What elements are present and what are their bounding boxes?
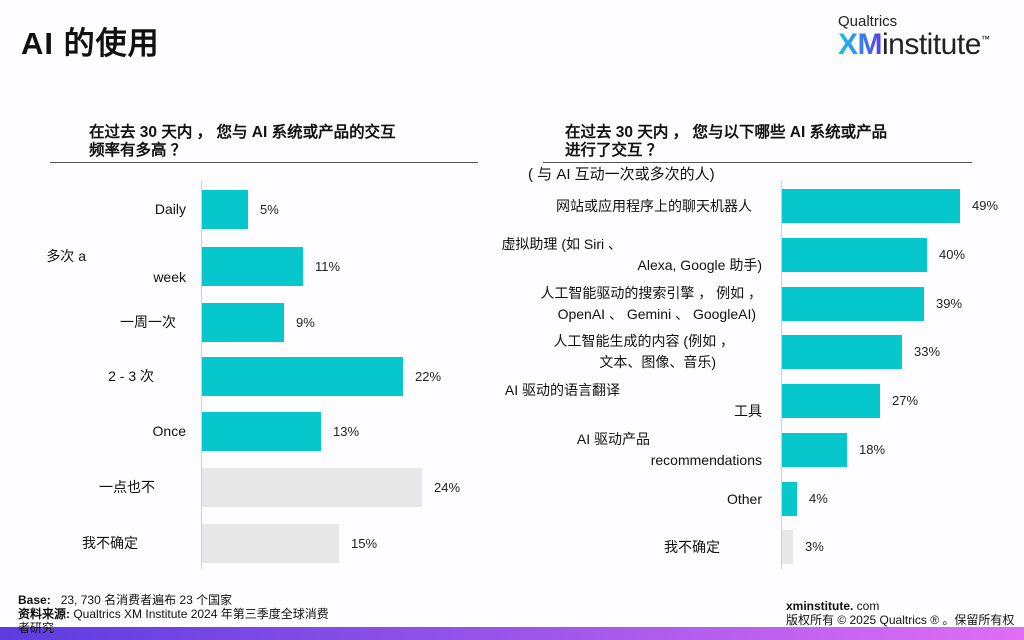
category-label-line: 一点也不 xyxy=(99,479,155,495)
category-label-line: 人工智能生成的内容 (例如 ， xyxy=(553,333,734,349)
category-label-line: AI 驱动产品 xyxy=(576,431,650,447)
bar-value-label: 9% xyxy=(296,314,315,330)
bar xyxy=(782,482,797,516)
category-label-line: 网站或应用程序上的聊天机器人 xyxy=(556,197,752,214)
category-label-line: 工具 xyxy=(734,403,762,419)
source-text: Qualtrics XM Institute 2024 年第三季度全球消费 xyxy=(73,607,329,621)
left-question-line1: 在过去 30 天内 ， 您与 AI 系统或产品的交互 xyxy=(89,124,396,141)
bar xyxy=(202,247,303,286)
footer-copyright-block: xminstitute. com 版权所有 © 2025 Qualtrics ®… xyxy=(786,599,1014,627)
category-label-line: 多次 a xyxy=(46,247,86,264)
footer-source-notes: Base: 23, 730 名消费者遍布 23 个国家 资料来源: Qualtr… xyxy=(18,593,329,635)
category-label-line: 虚拟助理 (如 Siri 、 xyxy=(501,236,622,252)
category-label-line: 我不确定 xyxy=(664,538,720,555)
xm-institute-logo: XMinstitute™ xyxy=(838,28,990,62)
bar-value-label: 22% xyxy=(415,368,442,384)
base-text: 23, 730 名消费者遍布 23 个国家 xyxy=(60,593,233,607)
bar-value-label: 13% xyxy=(333,423,360,439)
right-chart-question: 在过去 30 天内 ， 您与以下哪些 AI 系统或产品 进行了交互 ？ xyxy=(565,124,887,160)
category-label: 我不确定 xyxy=(664,537,762,558)
left-question-line2: 频率有多高 ？ xyxy=(89,142,187,159)
category-label: 人工智能驱动的搜索引擎 ， 例如 ， OpenAI 、 Gemini 、 Goog… xyxy=(540,283,762,325)
chart-axis-line xyxy=(201,181,202,569)
category-label-line: week xyxy=(153,268,186,285)
source-label: 资料来源: xyxy=(18,607,70,621)
category-label: 多次 a week xyxy=(46,246,186,288)
category-label: 2 - 3 次 xyxy=(108,366,186,387)
source-text-cont: 者研究 xyxy=(18,621,55,635)
category-label-line: recommendations xyxy=(650,452,762,468)
chart-axis-line xyxy=(781,181,782,569)
site-link-suffix[interactable]: com xyxy=(853,599,880,613)
category-label-line: 文本、图像、音乐) xyxy=(599,354,716,370)
category-label: 一点也不 xyxy=(99,477,186,498)
category-label-line: 2 - 3 次 xyxy=(108,368,154,384)
left-chart-question: 在过去 30 天内 ， 您与 AI 系统或产品的交互 频率有多高 ？ xyxy=(89,124,396,160)
logo-trademark: ™ xyxy=(980,34,990,44)
right-question-line1: 在过去 30 天内 ， 您与以下哪些 AI 系统或产品 xyxy=(565,124,888,141)
bottom-gradient-band xyxy=(0,627,1024,640)
bar xyxy=(782,384,880,418)
bar-value-label: 18% xyxy=(859,442,886,457)
left-chart-divider xyxy=(50,162,478,163)
site-link[interactable]: xminstitute. xyxy=(786,599,854,613)
category-label-line: Daily xyxy=(154,201,186,217)
page-title: AI 的使用 xyxy=(21,26,160,61)
bar-value-label: 49% xyxy=(972,198,999,213)
bar-value-label: 40% xyxy=(939,247,966,262)
bar-value-label: 4% xyxy=(809,491,828,506)
bar xyxy=(782,189,960,223)
right-chart-subtitle: ( 与 AI 互动一次或多次的人) xyxy=(528,166,715,183)
bar-value-label: 3% xyxy=(805,539,824,554)
category-label: 一周一次 xyxy=(120,312,186,333)
bar xyxy=(202,190,248,229)
bar xyxy=(782,433,847,467)
category-label-line: 人工智能驱动的搜索引擎 ， 例如 ， xyxy=(540,285,762,301)
bar xyxy=(202,357,403,396)
category-label: 我不确定 xyxy=(82,533,186,554)
category-label: Other xyxy=(727,489,762,510)
bar xyxy=(782,530,793,564)
bar xyxy=(202,468,422,507)
bar-value-label: 27% xyxy=(892,393,919,408)
bar-value-label: 33% xyxy=(914,344,941,359)
right-question-line2: 进行了交互 ？ xyxy=(565,142,663,159)
logo-qualtrics-text: Qualtrics xyxy=(838,13,898,30)
logo-xm: XM xyxy=(838,28,883,61)
category-label: Daily xyxy=(155,199,186,220)
right-chart-divider xyxy=(543,162,972,163)
bar xyxy=(202,303,284,342)
bar-value-label: 11% xyxy=(315,258,341,274)
category-label: 网站或应用程序上的聊天机器人 xyxy=(556,196,762,217)
bar xyxy=(202,524,339,563)
category-label: AI 驱动产品 recommendations xyxy=(577,429,762,471)
category-label-line: Other xyxy=(726,490,762,507)
bar xyxy=(782,335,902,369)
bar xyxy=(202,412,321,451)
category-label: 虚拟助理 (如 Siri 、 Alexa, Google 助手) xyxy=(501,234,762,276)
bar-value-label: 15% xyxy=(351,535,378,551)
category-label: Once xyxy=(153,421,186,442)
category-label-line: Alexa, Google 助手) xyxy=(637,257,763,273)
logo-institute: institute xyxy=(882,28,981,61)
category-label-line: OpenAI 、 Gemini 、 GoogleAI) xyxy=(557,306,756,322)
base-label: Base: xyxy=(18,593,51,607)
category-label: AI 驱动的语言翻译工具 xyxy=(505,380,762,422)
category-label-line: Once xyxy=(152,423,186,439)
category-label-line: 我不确定 xyxy=(82,535,138,551)
bar-value-label: 39% xyxy=(936,296,963,311)
category-label-line: AI 驱动的语言翻译 xyxy=(504,382,620,398)
bar xyxy=(782,287,924,321)
copyright-text: 版权所有 © 2025 Qualtrics ® 。保留所有权 xyxy=(786,613,1015,627)
bar-value-label: 5% xyxy=(260,201,279,217)
bar-value-label: 24% xyxy=(434,479,461,495)
category-label-line: 一周一次 xyxy=(120,314,176,330)
category-label: 人工智能生成的内容 (例如 ， 文本、图像、音乐) xyxy=(554,331,762,373)
bar xyxy=(782,238,927,272)
